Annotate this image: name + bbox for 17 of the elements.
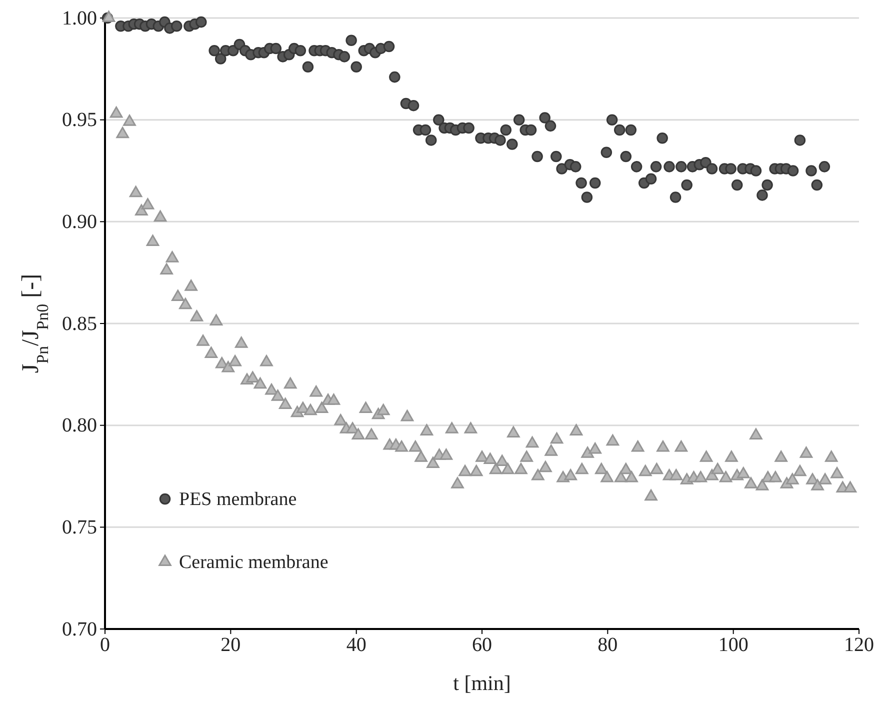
legend-label: Ceramic membrane: [179, 552, 328, 573]
x-tick-label: 40: [346, 634, 366, 656]
x-axis-title: t [min]: [453, 671, 511, 695]
y-tick-label: 0.85: [62, 312, 97, 335]
x-tick-label: 20: [220, 634, 241, 656]
y-tick-label: 0.75: [62, 516, 97, 539]
y-tick-label: 0.90: [62, 211, 97, 234]
y-tick-label: 0.70: [62, 618, 97, 640]
x-tick-label: 80: [598, 634, 618, 656]
x-tick-label: 60: [472, 634, 492, 656]
x-tick-label: 120: [844, 634, 874, 656]
legend-label: PES membrane: [179, 489, 297, 510]
y-tick-label: 1.00: [62, 7, 97, 30]
y-tick-label: 0.95: [62, 109, 97, 132]
x-tick-label: 0: [100, 634, 110, 656]
x-tick-label: 100: [718, 634, 748, 656]
y-tick-label: 0.80: [62, 414, 97, 437]
